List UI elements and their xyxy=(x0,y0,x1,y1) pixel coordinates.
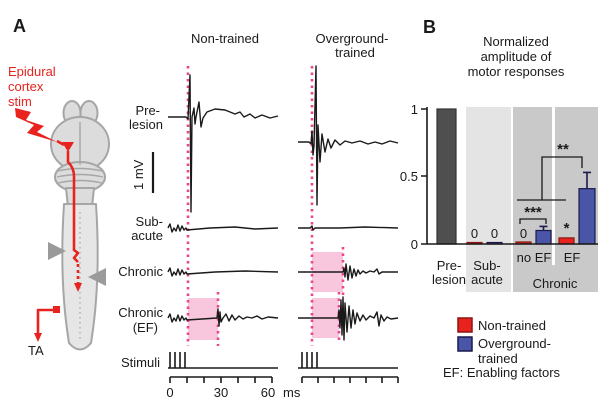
epidural-label-line1: Epidural xyxy=(8,64,56,79)
epidural-stim-label: Epidural cortex stim xyxy=(8,64,56,109)
row-chronic: Chronic xyxy=(118,264,163,279)
bar-overground-trained-chronic-ef xyxy=(578,188,596,245)
row-prelesion-2: lesion xyxy=(129,117,163,132)
scalebar-label: 1 mV xyxy=(131,159,146,190)
trace-prelesion-overground xyxy=(298,65,399,206)
cerebellum-ridge-1 xyxy=(57,167,103,172)
legend-overground-1: Overground- xyxy=(478,336,551,351)
ytick-1: 1 xyxy=(411,102,418,117)
lightning-bolt-icon xyxy=(15,108,57,142)
col-header-overground-2: trained xyxy=(335,45,375,60)
trace-prelesion-nontrained xyxy=(168,74,279,213)
legend-swatch-nontrained xyxy=(457,317,473,333)
ytick-05: 0.5 xyxy=(400,169,418,184)
row-subacute-1: Sub- xyxy=(136,214,163,229)
zero-label-non-trained-chronic-no-ef: 0 xyxy=(520,226,527,241)
xlabel-sub-2: acute xyxy=(471,272,503,287)
red-pathway xyxy=(15,108,106,342)
trace-row-labels: Pre- lesion Sub- acute Chronic Chronic (… xyxy=(118,103,163,370)
trace-subacute-nontrained xyxy=(167,223,279,233)
col-header-nontrained: Non-trained xyxy=(191,31,259,46)
time-axes xyxy=(169,376,399,383)
row-chronicef-2: (EF) xyxy=(133,320,158,335)
xlabel-ef: EF xyxy=(564,250,581,265)
stimuli-trains xyxy=(168,352,398,369)
panel-subacute-bg xyxy=(466,107,511,292)
pink-response-windows xyxy=(188,252,343,340)
axis-label-0: 0 xyxy=(166,385,173,400)
trace-chronicef-nontrained xyxy=(167,308,279,327)
error-bar-overground-trained-chronic-no-ef xyxy=(539,225,548,231)
emg-traces xyxy=(167,65,399,341)
epidural-label-line3: stim xyxy=(8,94,32,109)
axis-label-60: 60 xyxy=(261,385,275,400)
row-chronicef-1: Chronic xyxy=(118,305,163,320)
ta-label: TA xyxy=(28,343,44,358)
cerebellum-ridge-3 xyxy=(57,179,103,184)
row-subacute-2: acute xyxy=(131,228,163,243)
panel-chronic-label-bg xyxy=(513,265,598,292)
ta-arrowhead xyxy=(34,333,42,342)
time-axis-left xyxy=(169,376,273,383)
stimuli-right xyxy=(298,352,398,369)
stimuli-left xyxy=(168,352,278,369)
red-arrowhead-down xyxy=(74,283,82,292)
bar-pre-lesion-pre-lesion xyxy=(436,108,457,245)
xlabel-pre-1: Pre- xyxy=(437,258,462,273)
bracket-group xyxy=(517,156,583,201)
bracket-noef xyxy=(519,218,547,224)
chart-title-1: Normalized xyxy=(483,34,549,49)
zero-label-non-trained-sub-acute: 0 xyxy=(471,226,478,241)
panel-a-letter: A xyxy=(13,16,26,36)
sig-stars-noef: *** xyxy=(524,204,542,221)
sig-stars-group: ** xyxy=(557,141,569,158)
sig-star-non-trained-chronic-ef: * xyxy=(564,220,570,237)
legend-swatch-overground xyxy=(457,336,473,352)
xlabel-pre-2: lesion xyxy=(432,272,466,287)
electrode-tip xyxy=(62,142,74,152)
legend-ef-note: EF: Enabling factors xyxy=(443,365,561,380)
trace-chronicef-overground xyxy=(298,296,399,341)
legend-overground-2: trained xyxy=(478,351,518,366)
ytick-0: 0 xyxy=(411,237,418,252)
bar-overground-trained-chronic-no-ef xyxy=(535,229,552,245)
error-bar-overground-trained-chronic-ef xyxy=(583,171,591,189)
trace-chronic-nontrained xyxy=(167,267,279,277)
col-header-overground-1: Overground- xyxy=(316,31,389,46)
cerebellum-ridge-2 xyxy=(56,173,104,178)
chart-bars-layer: 0 0 0 * xyxy=(436,108,596,245)
epidural-label-line2: cortex xyxy=(8,79,44,94)
significance-brackets xyxy=(517,156,583,224)
xlabel-noef: no EF xyxy=(517,250,552,265)
row-prelesion-1: Pre- xyxy=(135,103,160,118)
bar-non-trained-chronic-ef xyxy=(558,237,575,245)
brain-spinal-schematic: TA xyxy=(15,100,110,358)
zero-label-overground-trained-sub-acute: 0 xyxy=(491,226,498,241)
panel-b-letter: B xyxy=(423,17,436,37)
axis-label-ms: ms xyxy=(283,385,301,400)
legend-nontrained: Non-trained xyxy=(478,318,546,333)
ta-electrode-dot xyxy=(53,306,60,313)
chart-title-2: amplitude of xyxy=(481,49,552,64)
time-axis-right xyxy=(301,376,399,383)
ta-wire xyxy=(36,308,56,334)
lesion-arrow-left xyxy=(48,242,66,260)
trace-subacute-overground xyxy=(298,225,399,231)
axis-label-30: 30 xyxy=(214,385,228,400)
chart-title-3: motor responses xyxy=(468,64,565,79)
chart-legend: Non-trained Overground- trained EF: Enab… xyxy=(443,317,561,380)
xlabel-chronic: Chronic xyxy=(533,276,578,291)
chart-y-axis xyxy=(421,107,428,245)
trace-chronic-overground xyxy=(298,263,398,281)
row-stimuli: Stimuli xyxy=(121,355,160,370)
descending-red-path xyxy=(56,139,80,263)
chart-x-labels: Pre- lesion Sub- acute no EF EF Chronic xyxy=(432,250,580,291)
spinal-cord-outline xyxy=(61,203,99,351)
xlabel-sub-1: Sub- xyxy=(473,258,500,273)
lesion-arrow-right xyxy=(88,268,106,286)
